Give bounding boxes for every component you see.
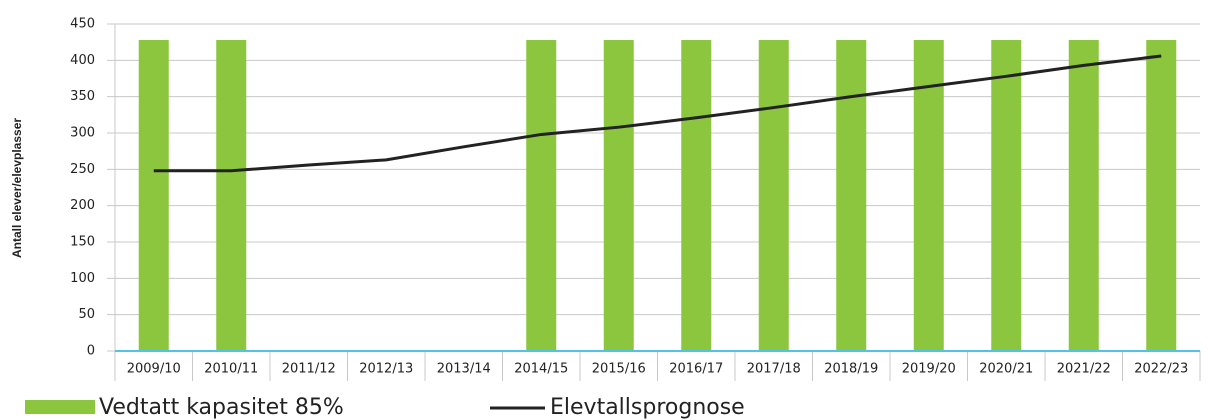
x-tick-label: 2014/15 [514,362,568,377]
y-tick-label: 450 [70,17,95,32]
bar [1068,39,1099,352]
x-tick-label: 2013/14 [437,362,491,377]
y-axis-title: Antall elever/elevplasser [10,118,24,258]
y-tick-label: 50 [78,307,95,322]
x-tick-label: 2015/16 [592,362,646,377]
x-tick-label: 2020/21 [979,362,1033,377]
x-tick-label: 2022/23 [1134,362,1188,377]
bar [758,39,789,352]
bar [991,39,1022,352]
legend-label: Elevtallsprognose [550,395,745,420]
bar [681,39,712,352]
x-tick-label: 2021/22 [1057,362,1111,377]
y-tick-label: 400 [70,53,95,68]
y-tick-label: 150 [70,235,95,250]
x-tick-label: 2018/19 [824,362,878,377]
bar [836,39,867,352]
x-tick-label: 2011/12 [282,362,336,377]
bar [913,39,944,352]
x-tick-label: 2009/10 [127,362,181,377]
bar [138,39,169,352]
y-tick-label: 250 [70,162,95,177]
legend-label: Vedtatt kapasitet 85% [99,395,344,420]
legend-swatch [25,400,95,414]
bar [1146,39,1177,352]
bar [216,39,247,352]
line [153,54,1162,173]
y-tick-label: 200 [70,198,95,213]
y-tick-label: 350 [70,89,95,104]
x-tick-label: 2019/20 [902,362,956,377]
y-tick-label: 0 [87,344,95,359]
bar [603,39,634,352]
x-tick-label: 2012/13 [359,362,413,377]
y-tick-label: 300 [70,126,95,141]
x-tick-label: 2016/17 [669,362,723,377]
x-tick-label: 2010/11 [204,362,258,377]
y-tick-label: 100 [70,271,95,286]
bar [526,39,557,352]
x-tick-label: 2017/18 [747,362,801,377]
